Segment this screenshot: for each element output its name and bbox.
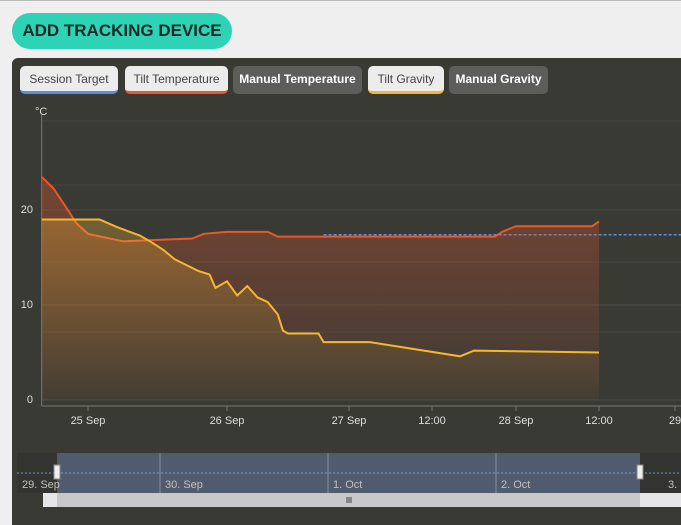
x-tick-label: 26 Sep	[210, 415, 245, 427]
add-device-button[interactable]: ADD TRACKING DEVICE	[12, 13, 232, 49]
y-tick-label: 20	[21, 204, 33, 216]
x-tick-label: 27 Sep	[332, 415, 367, 427]
legend-toggle[interactable]: Manual Temperature	[233, 66, 362, 94]
x-tick-label: 28 Sep	[499, 415, 534, 427]
navigator-handle[interactable]	[636, 464, 644, 480]
navigator	[17, 453, 681, 507]
navigator-handle[interactable]	[53, 464, 61, 480]
navigator-label: 3.	[668, 479, 677, 491]
divider	[0, 0, 681, 1]
y-unit: °C	[35, 106, 47, 118]
x-tick-label: 12:00	[418, 415, 446, 427]
x-tick-label: 25 Sep	[71, 415, 106, 427]
navigator-label: 2. Oct	[501, 479, 530, 491]
navigator-label: 29. Sep	[22, 479, 60, 491]
x-tick-label: 29	[669, 415, 681, 427]
navigator-label: 1. Oct	[333, 479, 362, 491]
x-tick-label: 12:00	[585, 415, 613, 427]
y-tick-label: 0	[27, 394, 33, 406]
legend-toggle[interactable]: Tilt Temperature	[125, 66, 228, 94]
legend-toggle[interactable]: Manual Gravity	[449, 66, 548, 94]
legend-toggle[interactable]: Tilt Gravity	[368, 66, 444, 94]
area	[41, 219, 599, 400]
y-tick-label: 10	[21, 299, 33, 311]
legend-toggle[interactable]: Session Target	[20, 66, 118, 94]
navigator-label: 30. Sep	[165, 479, 203, 491]
series-line	[41, 218, 600, 358]
